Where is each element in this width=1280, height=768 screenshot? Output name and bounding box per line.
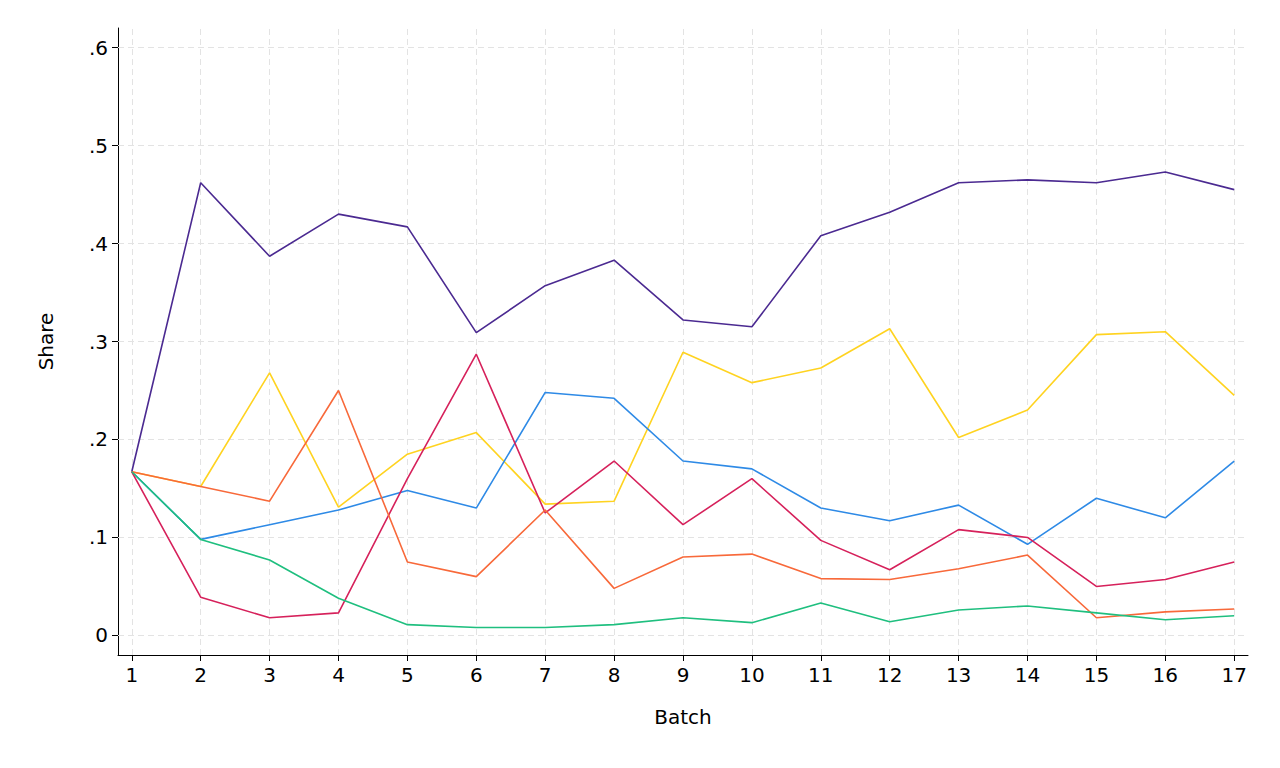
svg-text:.4: .4	[89, 232, 108, 256]
svg-text:1: 1	[125, 663, 138, 687]
svg-text:10: 10	[739, 663, 764, 687]
svg-text:7: 7	[539, 663, 552, 687]
svg-text:8: 8	[608, 663, 621, 687]
svg-text:12: 12	[877, 663, 902, 687]
svg-text:17: 17	[1221, 663, 1246, 687]
svg-text:3: 3	[263, 663, 276, 687]
svg-text:.5: .5	[89, 134, 108, 158]
svg-text:14: 14	[1015, 663, 1040, 687]
svg-text:4: 4	[332, 663, 345, 687]
svg-text:11: 11	[808, 663, 833, 687]
svg-text:9: 9	[677, 663, 690, 687]
svg-text:Batch: Batch	[654, 705, 712, 729]
svg-text:.6: .6	[89, 36, 108, 60]
svg-text:15: 15	[1084, 663, 1109, 687]
svg-text:13: 13	[946, 663, 971, 687]
svg-text:.3: .3	[89, 330, 108, 354]
svg-text:.2: .2	[89, 427, 108, 451]
svg-text:2: 2	[194, 663, 207, 687]
svg-text:.1: .1	[89, 525, 108, 549]
svg-text:6: 6	[470, 663, 483, 687]
svg-text:Share: Share	[34, 313, 58, 371]
svg-text:5: 5	[401, 663, 414, 687]
svg-text:16: 16	[1153, 663, 1178, 687]
svg-text:0: 0	[95, 623, 108, 647]
